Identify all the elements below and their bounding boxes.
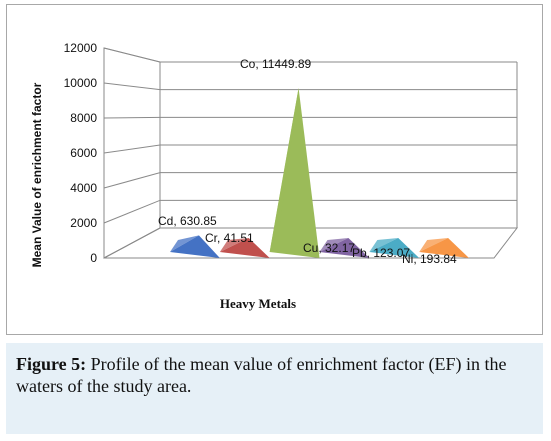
caption-label: Figure 5: bbox=[16, 354, 87, 374]
area-face-cu bbox=[319, 238, 349, 252]
chart-svg: 0 2000 4000 6000 8000 10000 12000 Cd, 630.85 Cr… bbox=[30, 41, 519, 311]
area-segment-pb bbox=[369, 238, 420, 258]
y-tick-label: 0 bbox=[90, 251, 97, 265]
caption-text: Profile of the mean value of enrichment … bbox=[16, 354, 507, 396]
area-face-pb bbox=[369, 238, 399, 252]
y-tick-label: 6000 bbox=[70, 146, 97, 160]
data-label-co: Co, 11449.89 bbox=[240, 57, 311, 71]
y-tick-label: 12000 bbox=[64, 41, 98, 55]
y-tick-label: 8000 bbox=[70, 111, 97, 125]
area-segment-cr bbox=[219, 238, 270, 258]
x-axis-title: Heavy Metals bbox=[220, 296, 296, 311]
side-wall bbox=[103, 47, 161, 259]
data-labels: Cd, 630.85 Cr, 41.51 Co, 11449.89 Cu, 32.17… bbox=[158, 57, 457, 266]
data-label-cu: Cu, 32.17 bbox=[303, 241, 355, 255]
data-label-cd: Cd, 630.85 bbox=[158, 214, 217, 228]
area-face-cr bbox=[219, 238, 249, 252]
gridline bbox=[103, 172, 517, 189]
gridline bbox=[103, 227, 517, 259]
gridline bbox=[103, 116, 517, 119]
gridlines bbox=[103, 47, 517, 259]
y-tick-label: 10000 bbox=[64, 76, 98, 90]
y-tick-labels: 0 2000 4000 6000 8000 10000 12000 bbox=[64, 41, 98, 265]
y-tick-label: 2000 bbox=[70, 216, 97, 230]
area-segment-ni bbox=[419, 238, 469, 258]
area-segment-cu bbox=[319, 238, 370, 258]
y-axis-title: Mean Value of enrichment factor bbox=[30, 82, 44, 267]
data-label-pb: Pb, 123.07 bbox=[352, 246, 410, 260]
gridline bbox=[103, 47, 517, 63]
area-face-cd bbox=[170, 235, 199, 252]
figure-caption: Figure 5: Profile of the mean value of e… bbox=[6, 343, 543, 434]
area-segment-cd bbox=[170, 235, 220, 258]
area-face-co bbox=[269, 88, 299, 252]
data-marks bbox=[170, 88, 469, 258]
gridline bbox=[103, 82, 517, 91]
data-label-ni: Ni, 193.84 bbox=[402, 252, 457, 266]
data-label-cr: Cr, 41.51 bbox=[205, 231, 254, 245]
area-face-ni bbox=[419, 238, 449, 252]
area-segment-co bbox=[269, 88, 320, 258]
chart-area: 0 2000 4000 6000 8000 10000 12000 Cd, 630.85 Cr… bbox=[6, 4, 543, 335]
y-tick-label: 4000 bbox=[70, 181, 97, 195]
gridline bbox=[103, 144, 517, 154]
gridline bbox=[103, 199, 517, 224]
